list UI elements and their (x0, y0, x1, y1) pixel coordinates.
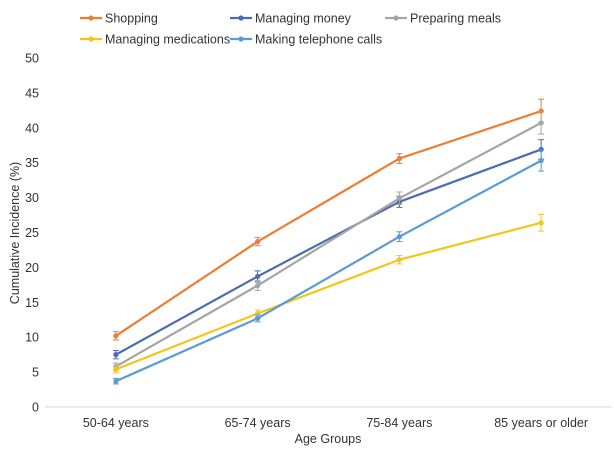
y-tick-label: 25 (25, 226, 39, 240)
legend-marker (238, 36, 244, 42)
legend-label: Managing medications (105, 33, 230, 47)
series-line (115, 221, 542, 371)
legend-item: Preparing meals (385, 12, 501, 26)
legend-item: Making telephone calls (230, 33, 382, 47)
data-point (396, 234, 402, 240)
legend-marker (88, 36, 94, 42)
data-point (113, 352, 119, 358)
data-point (538, 220, 544, 226)
legend-marker (88, 15, 94, 21)
x-axis-label: Age Groups (295, 432, 362, 446)
y-tick-label: 35 (25, 156, 39, 170)
series-line (115, 121, 542, 368)
y-tick-label: 20 (25, 261, 39, 275)
data-point (396, 195, 402, 201)
legend-marker (393, 15, 399, 21)
legend-label: Making telephone calls (255, 33, 382, 47)
series-shopping (112, 98, 545, 341)
series-preparing-meals (112, 111, 545, 371)
y-tick-label: 40 (25, 121, 39, 135)
x-tick-label: 85 years or older (494, 416, 588, 430)
series-line (115, 110, 542, 337)
y-tick-label: 0 (32, 401, 39, 415)
data-point (255, 282, 261, 289)
legend-label: Preparing meals (410, 12, 501, 26)
data-point (538, 158, 544, 164)
data-point (396, 155, 402, 162)
data-point (538, 146, 544, 153)
legend-item: Managing medications (80, 33, 230, 47)
series-line (115, 148, 542, 356)
data-point (113, 378, 119, 384)
legend-label: Shopping (105, 12, 158, 26)
y-tick-label: 50 (25, 52, 39, 66)
series-managing-money (112, 139, 545, 360)
y-axis: 0 5 10 15 20 25 30 35 40 45 50 (25, 52, 39, 415)
data-point (396, 257, 402, 263)
y-tick-label: 45 (25, 86, 39, 100)
data-point (538, 120, 544, 126)
series-making-telephone-calls (112, 149, 545, 385)
legend: Shopping Managing money Preparing meals Man… (80, 12, 501, 47)
legend-label: Managing money (255, 12, 352, 26)
y-tick-label: 15 (25, 296, 39, 310)
y-tick-label: 30 (25, 191, 39, 205)
y-tick-label: 5 (32, 366, 39, 380)
y-axis-label: Cumulative Incidence (%) (8, 162, 22, 304)
data-point (113, 333, 119, 339)
x-axis: 50-64 years 65-74 years 75-84 years 85 year… (45, 406, 612, 430)
data-point (255, 238, 261, 245)
data-point (255, 273, 261, 280)
data-point (255, 315, 261, 321)
plot-area (112, 98, 545, 385)
legend-item: Shopping (80, 12, 158, 26)
data-point (538, 108, 544, 114)
data-point (113, 366, 119, 372)
x-tick-label: 50-64 years (83, 416, 149, 430)
legend-item: Managing money (230, 12, 352, 26)
series-line (115, 159, 542, 383)
x-tick-label: 65-74 years (225, 416, 291, 430)
y-tick-label: 10 (25, 331, 39, 345)
x-tick-label: 75-84 years (366, 416, 432, 430)
legend-marker (238, 15, 244, 21)
